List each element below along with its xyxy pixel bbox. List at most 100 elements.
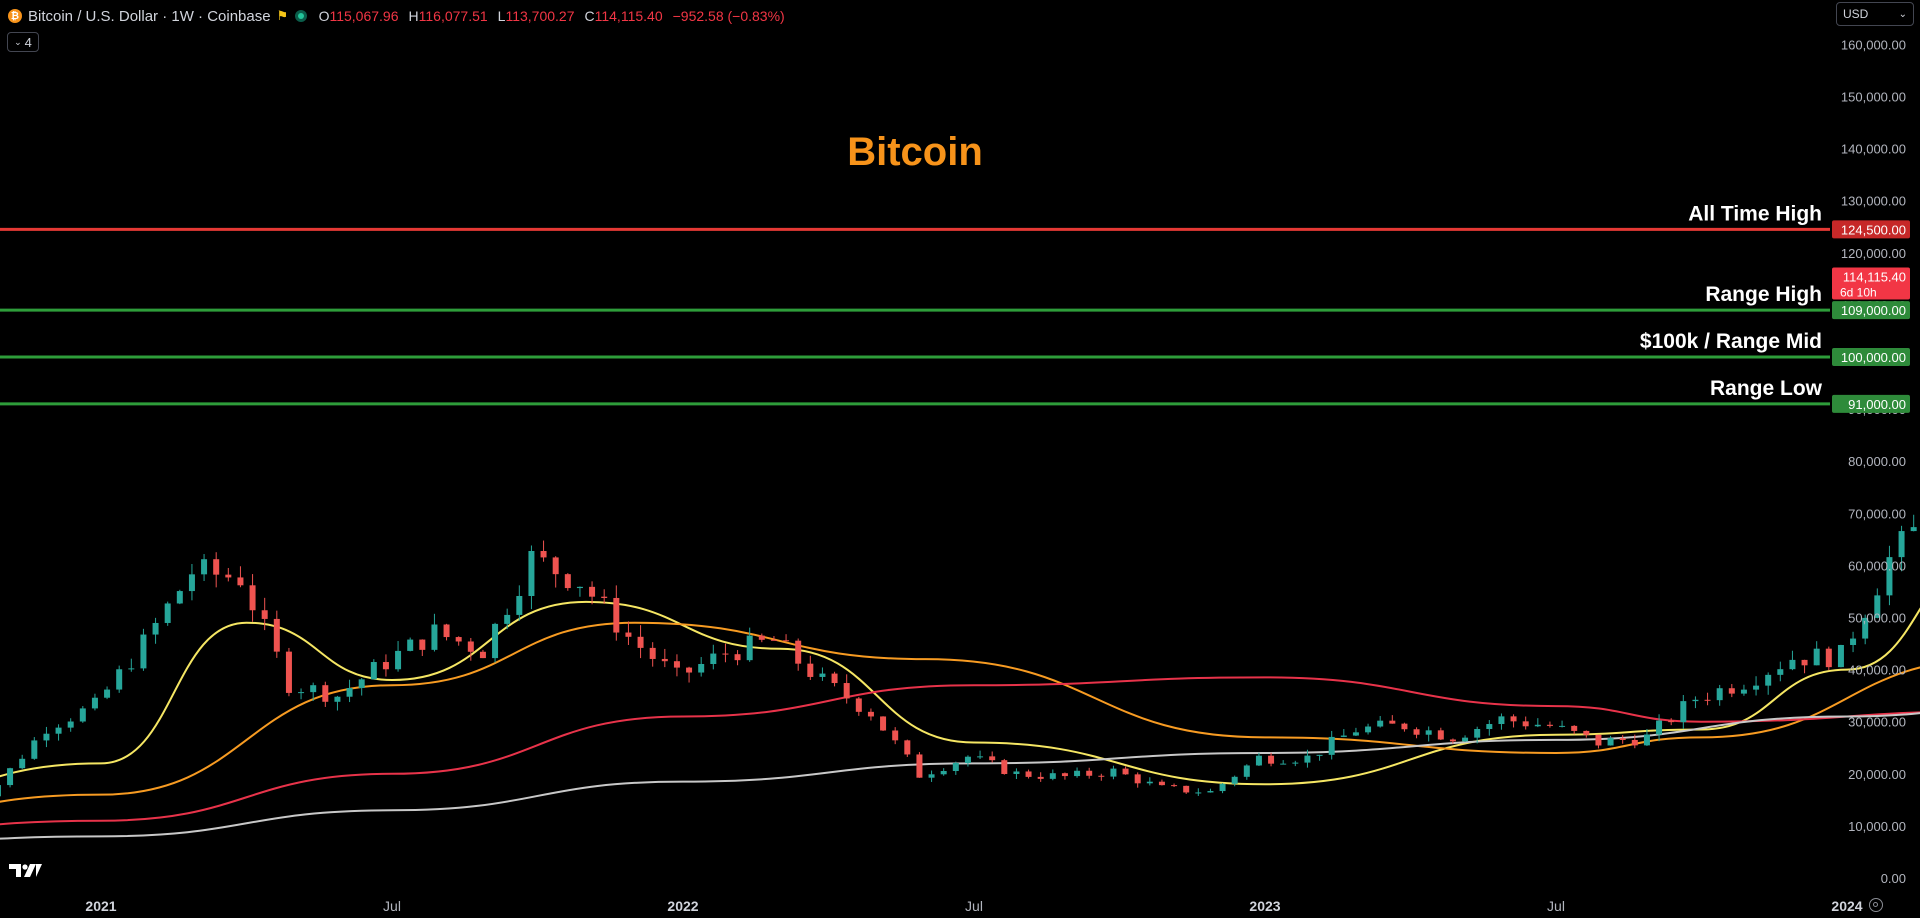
candle-41 — [455, 637, 462, 642]
candle-129 — [1522, 721, 1529, 727]
candle-30 — [322, 685, 329, 702]
candle-114 — [1340, 735, 1347, 737]
candle-61 — [698, 664, 705, 673]
candle-146 — [1728, 688, 1735, 694]
candle-139 — [1643, 734, 1650, 746]
candle-75 — [867, 711, 874, 717]
candle-26 — [273, 618, 280, 652]
candle-12 — [104, 689, 111, 698]
candle-132 — [1559, 725, 1566, 727]
candle-60 — [686, 667, 693, 673]
candle-99 — [1158, 781, 1165, 786]
candle-125 — [1474, 729, 1481, 738]
level-label-2: $100k / Range Mid — [1640, 330, 1822, 353]
candle-27 — [285, 651, 292, 693]
candle-80 — [928, 774, 935, 778]
level-label-0: All Time High — [1688, 202, 1822, 225]
candle-148 — [1753, 685, 1760, 690]
candle-137 — [1619, 738, 1626, 740]
candle-78 — [904, 740, 911, 755]
levels-layer: All Time High Range High $100k / Range Mid… — [0, 202, 1830, 406]
candle-15 — [140, 634, 147, 669]
candle-16 — [152, 622, 159, 635]
level-price-tag-3 — [1832, 394, 1910, 413]
ma-line-ma_slow — [0, 676, 1920, 826]
candles-layer — [0, 514, 1917, 797]
time-tick-label-4: 2023 — [1249, 898, 1280, 914]
candle-157 — [1862, 617, 1869, 639]
chevron-down-icon: ⌄ — [14, 36, 22, 47]
candle-106 — [1243, 765, 1250, 777]
price-axis[interactable]: 0.00 10,000.00 20,000.00 30,000.00 40,000.00… — [1832, 37, 1910, 886]
time-tick-label-3: Jul — [965, 898, 983, 914]
level-price-label-0: 124,500.00 — [1841, 222, 1906, 237]
candle-10 — [79, 708, 86, 722]
candle-56 — [637, 636, 644, 648]
candle-152 — [1801, 659, 1808, 666]
candle-53 — [601, 596, 608, 598]
price-tick-label-8: 80,000.00 — [1848, 454, 1906, 469]
ma-line-ma_fast — [0, 600, 1920, 786]
currency-select[interactable]: USD ⌄ — [1836, 2, 1914, 26]
bitcoin-icon: ₿ — [8, 9, 22, 23]
candle-112 — [1316, 754, 1323, 756]
candle-89 — [1037, 776, 1044, 779]
time-tick-label-0: 2021 — [85, 898, 116, 914]
candle-145 — [1716, 688, 1723, 701]
candle-36 — [395, 650, 402, 670]
candle-122 — [1437, 730, 1444, 740]
candle-144 — [1704, 699, 1711, 701]
candle-154 — [1825, 648, 1832, 668]
level-price-tag-1 — [1832, 301, 1910, 320]
candle-49 — [552, 557, 559, 575]
chevron-down-icon: ⌄ — [1898, 8, 1907, 20]
bar-countdown-label: 6d 10h — [1840, 285, 1877, 299]
candle-115 — [1352, 732, 1359, 736]
candle-85 — [989, 756, 996, 761]
candle-98 — [1146, 781, 1153, 784]
candle-13 — [116, 669, 123, 690]
candle-142 — [1680, 701, 1687, 723]
flag-icon[interactable]: ⚑ — [276, 8, 289, 23]
candle-11 — [91, 697, 98, 709]
candle-31 — [334, 696, 341, 702]
candle-156 — [1850, 638, 1857, 645]
candle-81 — [940, 771, 947, 775]
currency-label: USD — [1843, 7, 1869, 21]
candle-63 — [722, 653, 729, 655]
price-tick-label-2: 20,000.00 — [1848, 767, 1906, 782]
price-tick-label-4: 40,000.00 — [1848, 663, 1906, 678]
candle-84 — [977, 756, 984, 758]
candle-103 — [1207, 791, 1214, 793]
candle-18 — [176, 591, 183, 604]
symbol-title[interactable]: Bitcoin / U.S. Dollar · 1W · Coinbase — [28, 7, 271, 25]
settings-gear-icon[interactable] — [1869, 898, 1883, 912]
symbol-header: ₿ Bitcoin / U.S. Dollar · 1W · Coinbase … — [8, 6, 785, 26]
candle-66 — [758, 635, 765, 640]
candle-48 — [540, 550, 547, 558]
candle-117 — [1377, 720, 1384, 727]
candle-79 — [916, 754, 923, 778]
candle-105 — [1231, 776, 1238, 784]
candle-92 — [1074, 770, 1081, 777]
ma-line-ma_mid — [0, 621, 1920, 803]
candle-50 — [564, 574, 571, 589]
candle-57 — [649, 647, 656, 659]
time-tick-label-5: Jul — [1547, 898, 1565, 914]
time-axis[interactable]: 2021Jul2022Jul2023Jul2024Jul2025Jul2026J… — [85, 898, 1920, 914]
price-tick-label-13: 130,000.00 — [1841, 194, 1906, 209]
level-price-tag-0 — [1832, 220, 1910, 239]
candle-44 — [492, 623, 499, 659]
close-value: 114,115.40 — [594, 8, 663, 24]
candle-121 — [1425, 730, 1432, 735]
indicators-toggle[interactable]: ⌄ 4 — [7, 32, 39, 52]
candle-130 — [1534, 724, 1541, 727]
candle-155 — [1837, 644, 1844, 668]
candle-100 — [1171, 785, 1178, 787]
candle-118 — [1389, 720, 1396, 724]
candle-34 — [370, 662, 377, 680]
candle-73 — [843, 683, 850, 699]
price-tick-label-0: 0.00 — [1881, 871, 1906, 886]
candle-88 — [1025, 771, 1032, 777]
